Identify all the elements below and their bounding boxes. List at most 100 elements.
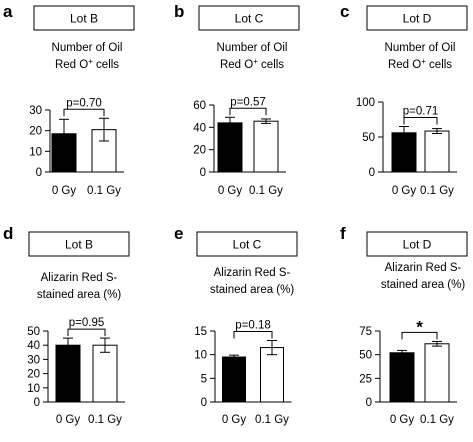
chart-subtitle: stained area (%) — [210, 284, 295, 296]
bar-1 — [260, 347, 284, 403]
panel-a: a Lot B Number of Oil Red O+ cells 0 10 20 30 0 … — [3, 2, 135, 197]
x-category-label: 0.1 Gy — [255, 414, 289, 426]
chart-subtitle: stained area (%) — [381, 279, 466, 291]
x-category-label: 0.1 Gy — [420, 414, 454, 426]
significance-bracket — [233, 330, 273, 339]
y-tick-label: 100 — [356, 97, 375, 109]
y-tick-label: 0 — [201, 397, 207, 409]
x-category-label: 0 Gy — [222, 414, 247, 426]
x-category-label: 0 Gy — [390, 414, 415, 426]
subtitle-text: Red O — [55, 59, 88, 71]
panel-letter: e — [174, 224, 183, 243]
panel-d: d Lot B Alizarin Red S-stained area (%) 0 10… — [3, 224, 130, 426]
significance-label: p=0.18 — [235, 319, 271, 331]
y-tick-label: 20 — [29, 126, 42, 138]
y-tick-label: 0 — [36, 167, 42, 179]
chart-subtitle: stained area (%) — [37, 289, 122, 301]
panel-letter: d — [3, 224, 13, 243]
x-category-label: 0.1 Gy — [420, 185, 454, 197]
panel-e: e Lot C Alizarin Red S-stained area (%) 0 5 1… — [174, 224, 298, 426]
y-tick-label: 50 — [359, 350, 372, 362]
y-tick-label: 40 — [27, 340, 40, 352]
lot-label: Lot C — [233, 238, 262, 252]
lot-label-box — [366, 231, 468, 257]
significance-bracket — [401, 331, 438, 340]
x-category-label: 0 Gy — [218, 185, 243, 197]
y-tick-label: 10 — [29, 146, 42, 158]
significance-label: * — [416, 317, 423, 336]
x-category-label: 0.1 Gy — [249, 185, 283, 197]
y-tick-label: 0 — [369, 167, 375, 179]
lot-label-box — [28, 231, 130, 257]
y-tick-label: 0 — [200, 167, 206, 179]
lot-label: Lot C — [235, 12, 264, 26]
bar-0 — [222, 356, 246, 403]
subtitle-suffix: cells — [426, 59, 452, 71]
significance-bracket — [229, 107, 267, 116]
significance-label: p=0.71 — [403, 106, 439, 118]
chart-subtitle: Red O+ cells — [55, 57, 119, 71]
y-tick-label: 30 — [29, 105, 42, 117]
subtitle-text: Red O — [220, 59, 253, 71]
lot-label: Lot D — [403, 12, 432, 26]
y-tick-label: 75 — [359, 326, 372, 338]
chart-title: Alizarin Red S- — [214, 267, 291, 279]
panel-letter: c — [340, 2, 349, 21]
y-tick-label: 0 — [34, 397, 40, 409]
chart-title: Alizarin Red S- — [385, 262, 462, 274]
y-tick-label: 50 — [362, 132, 375, 144]
panel-letter: f — [340, 224, 346, 243]
subtitle-text: stained area (%) — [37, 289, 122, 301]
x-category-label: 0 Gy — [52, 185, 77, 197]
panel-b: b Lot C Number of Oil Red O+ cells 0 20 40 60 0 … — [174, 2, 300, 197]
lot-label: Lot B — [70, 12, 98, 26]
subtitle-superscript: + — [253, 57, 258, 66]
chart-title: Alizarin Red S- — [41, 272, 118, 284]
y-tick-label: 50 — [27, 326, 40, 338]
subtitle-superscript: + — [88, 57, 93, 66]
lot-label-box — [196, 231, 298, 257]
panel-letter: b — [174, 2, 184, 21]
y-tick-label: 20 — [193, 145, 206, 157]
subtitle-superscript: + — [421, 57, 426, 66]
subtitle-text: stained area (%) — [381, 279, 466, 291]
bar-0 — [55, 344, 81, 403]
bar-1 — [253, 120, 279, 173]
y-tick-label: 10 — [194, 350, 207, 362]
y-tick-label: 25 — [359, 373, 372, 385]
chart-title: Number of Oil — [52, 42, 123, 54]
y-tick-label: 10 — [27, 383, 40, 395]
bar-0 — [217, 122, 243, 173]
panel-f: f Lot D Alizarin Red S-stained area (%) 0 25… — [340, 224, 468, 426]
y-tick-label: 5 — [201, 373, 207, 385]
subtitle-text: Red O — [388, 59, 421, 71]
bar-0 — [389, 352, 415, 403]
significance-bracket — [67, 328, 106, 337]
lot-label: Lot D — [403, 238, 432, 252]
bar-1 — [424, 343, 450, 403]
chart-subtitle: Red O+ cells — [220, 57, 284, 71]
bar-1 — [424, 130, 450, 173]
bar-1 — [92, 344, 118, 403]
lot-label-box — [366, 5, 468, 31]
panel-letter: a — [3, 2, 13, 21]
x-category-label: 0.1 Gy — [88, 414, 122, 426]
subtitle-suffix: cells — [93, 59, 119, 71]
y-tick-label: 30 — [27, 354, 40, 366]
chart-subtitle: Red O+ cells — [388, 57, 452, 71]
y-tick-label: 0 — [366, 397, 372, 409]
significance-bracket — [403, 117, 438, 125]
chart-title: Number of Oil — [385, 42, 456, 54]
x-category-label: 0.1 Gy — [87, 185, 121, 197]
y-tick-label: 40 — [193, 122, 206, 134]
subtitle-suffix: cells — [258, 59, 284, 71]
significance-bracket — [63, 108, 105, 117]
significance-label: p=0.95 — [69, 317, 105, 329]
y-tick-label: 60 — [193, 100, 206, 112]
panel-c: c Lot D Number of Oil Red O+ cells 0 50 100 0 G… — [340, 2, 468, 197]
significance-label: p=0.57 — [230, 96, 266, 108]
lot-label-box — [33, 5, 135, 31]
x-category-label: 0 Gy — [56, 414, 81, 426]
chart-title: Number of Oil — [217, 42, 288, 54]
